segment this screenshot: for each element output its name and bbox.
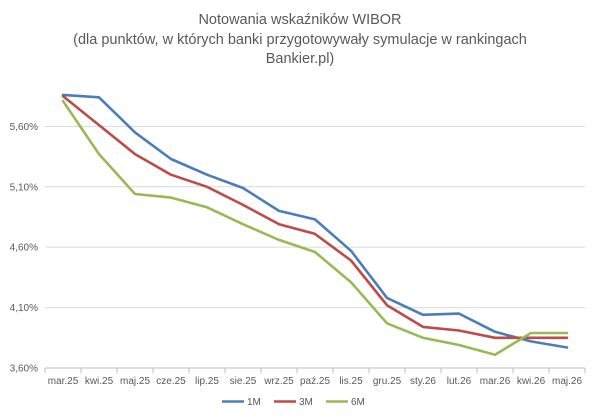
x-tick-label: mar.26 [480,376,511,387]
y-axis-tick-labels: 3,60% 4,10% 4,60% 5,10% 5,60% [10,122,38,375]
chart-title-line-1: Notowania wskaźników WIBOR [198,12,401,28]
y-tick-label: 3,60% [10,364,38,375]
series-line-6m [61,99,569,357]
y-tick-label: 4,10% [10,303,38,314]
series-line-3m [61,94,569,340]
chart-title: Notowania wskaźników WIBOR (dla punktów,… [73,12,527,67]
legend-label-1m: 1M [247,397,261,408]
x-tick-label: lip.25 [195,376,219,387]
x-tick-label: lut.26 [447,376,472,387]
chart-title-line-2: (dla punktów, w których banki przygotowy… [73,32,527,48]
x-tick-label: paź.25 [300,376,330,387]
x-tick-label: maj.25 [120,376,150,387]
x-tick-label: lis.25 [339,376,363,387]
x-tick-label: mar.25 [48,376,79,387]
chart-title-line-3: Bankier.pl) [266,51,335,67]
x-tick-label: kwi.25 [85,376,114,387]
series-line-1m [61,93,569,349]
x-tick-label: wrz.25 [263,376,294,387]
y-tick-label: 5,10% [10,182,38,193]
legend: 1M 3M 6M [222,397,365,408]
y-tick-label: 5,60% [10,122,38,133]
x-tick-label: maj.26 [552,376,582,387]
legend-label-3m: 3M [299,397,313,408]
y-tick-label: 4,60% [10,243,38,254]
gridlines [45,125,585,309]
legend-label-6m: 6M [351,397,365,408]
x-tick-label: kwi.26 [517,376,546,387]
x-axis: mar.25 kwi.25 maj.25 cze.25 lip.25 sie.25 wrz.… [44,367,586,387]
x-tick-label: cze.25 [156,376,186,387]
data-series [61,93,569,357]
x-tick-label: sie.25 [230,376,257,387]
x-tick-label: gru.25 [373,376,402,387]
x-tick-label: sty.26 [410,376,436,387]
